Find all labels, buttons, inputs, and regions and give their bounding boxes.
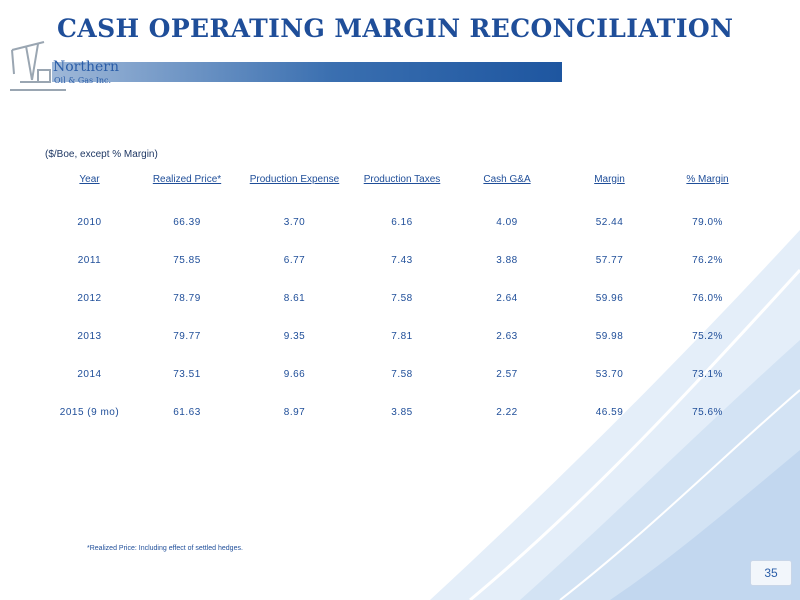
table-cell: 52.44 bbox=[595, 216, 624, 228]
pumpjack-icon bbox=[10, 41, 66, 91]
table-cell: 78.79 bbox=[173, 292, 201, 304]
table-row: 2010 66.39 3.70 6.16 4.09 52.44 79.0% bbox=[42, 191, 758, 241]
table-row: 2012 78.79 8.61 7.58 2.64 59.96 76.0% bbox=[42, 279, 758, 317]
table-cell: 61.63 bbox=[173, 406, 201, 418]
table-cell: 3.70 bbox=[283, 216, 306, 228]
units-note: ($/Boe, except % Margin) bbox=[45, 149, 158, 160]
logo-subtitle: Oil & Gas Inc. bbox=[54, 76, 112, 85]
table-cell: 2010 bbox=[77, 216, 102, 228]
table-cell: 2013 bbox=[77, 330, 102, 342]
column-header: Realized Price* bbox=[152, 173, 222, 185]
table-cell: 53.70 bbox=[595, 368, 624, 380]
page-number: 35 bbox=[750, 560, 792, 586]
table-cell: 2011 bbox=[77, 254, 102, 266]
table-cell: 76.0% bbox=[692, 292, 723, 304]
column-header: Margin bbox=[594, 173, 625, 185]
table-cell: 7.58 bbox=[391, 368, 413, 380]
table-header-row: Year Realized Price* Production Expense … bbox=[42, 167, 758, 191]
table-cell: 2012 bbox=[77, 292, 102, 304]
table-cell: 2015 (9 mo) bbox=[59, 406, 120, 418]
table-cell: 73.51 bbox=[173, 368, 201, 380]
table-cell: 6.16 bbox=[391, 216, 413, 228]
table-cell: 8.61 bbox=[283, 292, 306, 304]
table-cell: 9.66 bbox=[283, 368, 306, 380]
table-cell: 59.96 bbox=[595, 292, 624, 304]
logo-name: Northern bbox=[53, 59, 120, 75]
reconciliation-table: Year Realized Price* Production Expense … bbox=[42, 167, 758, 431]
table-cell: 75.85 bbox=[173, 254, 201, 266]
table-cell: 57.77 bbox=[595, 254, 624, 266]
table-cell: 79.77 bbox=[173, 330, 201, 342]
column-header: Year bbox=[79, 173, 100, 185]
table-cell: 7.43 bbox=[391, 254, 413, 266]
table-cell: 3.85 bbox=[391, 406, 413, 418]
table-cell: 4.09 bbox=[496, 216, 518, 228]
footnote: *Realized Price: Including effect of set… bbox=[87, 545, 243, 552]
table-cell: 2.63 bbox=[496, 330, 518, 342]
table-cell: 76.2% bbox=[692, 254, 723, 266]
table-row: 2014 73.51 9.66 7.58 2.57 53.70 73.1% bbox=[42, 355, 758, 393]
column-header: Production Taxes bbox=[363, 173, 441, 185]
company-logo: Northern Oil & Gas Inc. bbox=[8, 40, 123, 98]
table-row: 2011 75.85 6.77 7.43 3.88 57.77 76.2% bbox=[42, 241, 758, 279]
table-row: 2015 (9 mo) 61.63 8.97 3.85 2.22 46.59 7… bbox=[42, 393, 758, 431]
column-header: % Margin bbox=[686, 173, 729, 185]
table-cell: 2.22 bbox=[496, 406, 518, 418]
table-cell: 59.98 bbox=[595, 330, 624, 342]
table-cell: 9.35 bbox=[283, 330, 306, 342]
table-cell: 2.64 bbox=[496, 292, 518, 304]
table-cell: 6.77 bbox=[283, 254, 306, 266]
table-cell: 66.39 bbox=[173, 216, 201, 228]
table-cell: 2.57 bbox=[496, 368, 518, 380]
column-header: Production Expense bbox=[249, 173, 340, 185]
table-cell: 8.97 bbox=[283, 406, 306, 418]
table-cell: 7.58 bbox=[391, 292, 413, 304]
table-row: 2013 79.77 9.35 7.81 2.63 59.98 75.2% bbox=[42, 317, 758, 355]
title-accent-bar bbox=[52, 62, 562, 82]
slide-title: CASH OPERATING MARGIN RECONCILIATION bbox=[57, 14, 734, 43]
table-cell: 46.59 bbox=[595, 406, 624, 418]
table-cell: 3.88 bbox=[496, 254, 518, 266]
table-cell: 73.1% bbox=[692, 368, 723, 380]
table-cell: 79.0% bbox=[692, 216, 723, 228]
table-cell: 2014 bbox=[77, 368, 102, 380]
table-cell: 7.81 bbox=[391, 330, 413, 342]
column-header: Cash G&A bbox=[483, 173, 531, 185]
table-cell: 75.6% bbox=[692, 406, 723, 418]
table-cell: 75.2% bbox=[692, 330, 723, 342]
